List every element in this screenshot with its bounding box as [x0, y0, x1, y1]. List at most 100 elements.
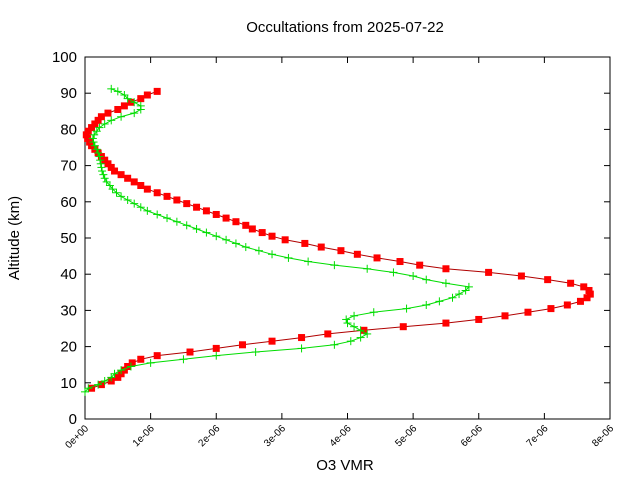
- data-point-square: [268, 232, 276, 240]
- data-point-square: [130, 178, 138, 186]
- data-point-plus: [212, 351, 221, 360]
- data-point-plus: [369, 308, 378, 317]
- data-point-plus: [110, 369, 119, 378]
- data-point-plus: [81, 387, 89, 396]
- data-point-square: [242, 221, 250, 229]
- data-point-square: [583, 294, 591, 302]
- data-point-square: [153, 87, 161, 95]
- data-point-plus: [130, 98, 139, 107]
- data-point-square: [544, 276, 552, 284]
- data-point-square: [222, 214, 230, 222]
- data-point-plus: [356, 333, 365, 342]
- data-point-plus: [95, 123, 104, 132]
- data-point-plus: [182, 221, 191, 230]
- data-point-plus: [143, 206, 152, 215]
- data-point-plus: [179, 355, 188, 364]
- data-point-plus: [102, 177, 111, 186]
- data-point-square: [94, 116, 102, 124]
- data-point-plus: [113, 87, 122, 96]
- data-point-plus: [389, 268, 398, 277]
- data-point-square: [186, 348, 194, 356]
- data-point-plus: [422, 275, 431, 284]
- x-tick-label: 6e-06: [459, 423, 485, 449]
- data-point-square: [298, 334, 306, 342]
- data-point-square: [82, 131, 90, 139]
- data-point-square: [193, 203, 201, 211]
- data-point-plus: [90, 141, 99, 150]
- data-point-square: [117, 171, 125, 179]
- data-point-plus: [130, 199, 139, 208]
- data-point-plus: [107, 373, 116, 382]
- data-point-square: [475, 315, 483, 323]
- y-tick-label: 100: [52, 49, 77, 66]
- data-point-square: [396, 258, 404, 266]
- data-point-square: [586, 290, 594, 298]
- data-point-square: [524, 308, 532, 316]
- data-point-square: [104, 109, 112, 117]
- y-tick-label: 40: [60, 266, 77, 283]
- x-tick-label: 8e-06: [590, 423, 616, 449]
- y-tick-label: 50: [60, 230, 77, 247]
- data-point-square: [163, 192, 171, 200]
- data-point-square: [143, 91, 151, 99]
- data-point-square: [97, 113, 105, 121]
- data-point-plus: [330, 340, 339, 349]
- x-tick-label: 0e+00: [63, 423, 91, 451]
- data-point-plus: [163, 214, 172, 223]
- chart-title: Occultations from 2025-07-22: [246, 19, 444, 36]
- data-point-plus: [123, 195, 132, 204]
- data-point-plus: [346, 337, 355, 346]
- data-point-square: [124, 174, 132, 182]
- data-point-plus: [117, 366, 126, 375]
- data-point-square: [317, 243, 325, 251]
- data-point-plus: [343, 319, 352, 328]
- data-point-square: [114, 105, 122, 113]
- data-point-plus: [117, 192, 126, 201]
- x-tick-label: 5e-06: [393, 423, 419, 449]
- y-tick-label: 0: [69, 411, 77, 428]
- data-point-plus: [107, 116, 116, 125]
- data-point-square: [324, 330, 332, 338]
- data-point-square: [576, 297, 584, 305]
- data-point-square: [547, 305, 555, 313]
- data-point-plus: [84, 384, 93, 393]
- y-axis: 0 10 20 30 40 50 60 70 80 90 100: [52, 49, 610, 428]
- data-point-plus: [94, 148, 103, 157]
- data-point-plus: [350, 322, 359, 331]
- data-point-plus: [304, 257, 313, 266]
- data-point-square: [137, 355, 145, 363]
- y-axis-title: Altitude (km): [6, 196, 23, 280]
- data-point-square: [281, 236, 289, 244]
- plot-frame: [84, 56, 611, 420]
- data-point-plus: [461, 286, 470, 295]
- data-point-square: [563, 301, 571, 309]
- data-point-plus: [192, 224, 201, 233]
- data-point-plus: [100, 376, 109, 385]
- data-point-square: [84, 134, 92, 142]
- data-point-square: [183, 200, 191, 208]
- series-line: [84, 88, 470, 393]
- data-point-plus: [146, 358, 155, 367]
- data-point-square: [84, 127, 92, 135]
- data-point-square: [101, 156, 109, 164]
- y-tick-label: 70: [60, 158, 77, 175]
- data-point-square: [137, 182, 145, 190]
- data-point-plus: [231, 239, 240, 248]
- x-tick-label: 7e-06: [525, 423, 551, 449]
- data-point-square: [88, 124, 96, 132]
- data-point-plus: [464, 282, 473, 291]
- data-point-plus: [422, 300, 431, 309]
- y-tick-label: 80: [60, 121, 77, 138]
- data-point-square: [442, 319, 450, 327]
- y-tick-label: 30: [60, 302, 77, 319]
- data-point-square: [485, 268, 493, 276]
- data-point-plus: [448, 293, 457, 302]
- data-point-plus: [441, 279, 450, 288]
- x-tick-label: 2e-06: [197, 423, 223, 449]
- data-point-plus: [435, 297, 444, 306]
- data-point-plus: [251, 348, 260, 357]
- data-point-plus: [130, 109, 139, 118]
- data-point-square: [111, 167, 119, 175]
- data-point-plus: [153, 210, 162, 219]
